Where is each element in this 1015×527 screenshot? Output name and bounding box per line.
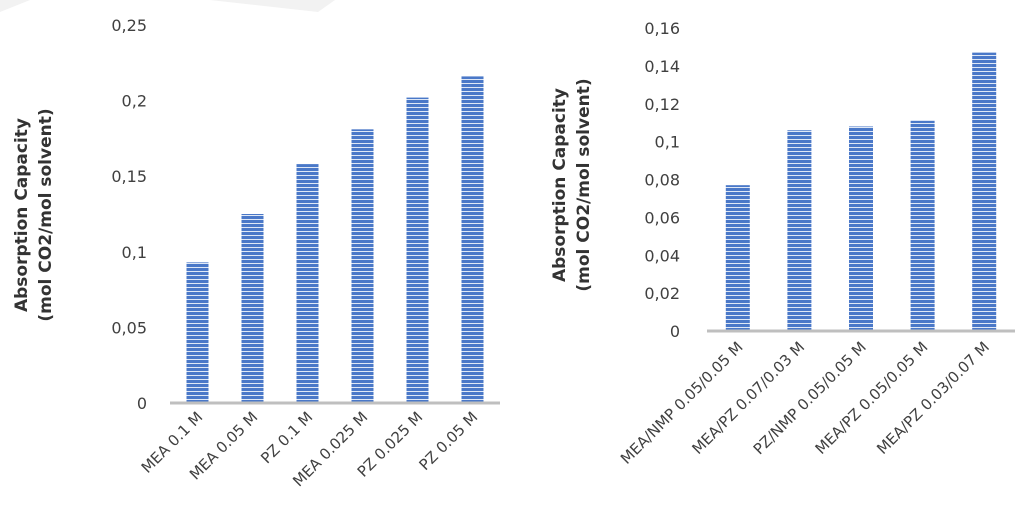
corner-decoration bbox=[0, 0, 335, 12]
y-tick-label: 0,25 bbox=[111, 16, 147, 35]
bar bbox=[787, 130, 812, 331]
x-tick-label: MEA/PZ 0.07/0.03 M bbox=[688, 338, 808, 458]
y-tick-labels: 0 0,02 0,04 0,06 0,08 0,1 0,12 0,14 0,16 bbox=[644, 19, 680, 341]
y-tick-label: 0,1 bbox=[122, 243, 147, 262]
absorption-chart-blended-amines: Absorption Capacity (mol CO2/mol solvent… bbox=[510, 0, 1015, 527]
y-tick-labels: 0 0,05 0,1 0,15 0,2 0,25 bbox=[111, 16, 147, 413]
x-tick-label: PZ 0.05 M bbox=[415, 408, 481, 474]
bar bbox=[849, 126, 873, 331]
y-tick-label: 0 bbox=[670, 322, 680, 341]
y-tick-label: 0,14 bbox=[644, 57, 680, 76]
chart-canvas: Absorption Capacity (mol CO2/mol solvent… bbox=[550, 19, 1015, 468]
y-axis-label-line-1: Absorption Capacity bbox=[12, 118, 32, 312]
x-tick-label: MEA/NMP 0.05/0.05 M bbox=[617, 338, 747, 468]
y-tick-label: 0,15 bbox=[111, 167, 147, 186]
y-tick-label: 0,2 bbox=[122, 92, 147, 111]
y-tick-label: 0,05 bbox=[111, 318, 147, 337]
y-tick-label: 0,12 bbox=[644, 95, 680, 114]
bar bbox=[186, 262, 209, 403]
bar bbox=[241, 214, 264, 403]
chart-canvas: Absorption Capacity (mol CO2/mol solvent… bbox=[12, 16, 500, 490]
y-tick-label: 0,08 bbox=[644, 171, 680, 190]
y-tick-label: 0,02 bbox=[644, 284, 680, 303]
x-tick-label: MEA/PZ 0.05/0.05 M bbox=[812, 338, 932, 458]
bar bbox=[296, 164, 319, 403]
y-tick-label: 0,06 bbox=[644, 208, 680, 227]
bar bbox=[461, 76, 484, 404]
y-tick-label: 0,1 bbox=[655, 133, 680, 152]
y-tick-label: 0 bbox=[137, 394, 147, 413]
y-tick-label: 0,04 bbox=[644, 246, 680, 265]
bar bbox=[725, 185, 750, 331]
x-tick-label: PZ/NMP 0.05/0.05 M bbox=[750, 338, 870, 458]
x-tick-label: MEA/PZ 0.03/0.07 M bbox=[873, 338, 993, 458]
y-tick-label: 0,16 bbox=[644, 19, 680, 38]
bar bbox=[972, 52, 997, 332]
bars bbox=[725, 52, 997, 332]
y-axis-label-line-1: Absorption Capacity bbox=[550, 88, 570, 282]
absorption-chart-single-amines: Absorption Capacity (mol CO2/mol solvent… bbox=[12, 16, 500, 490]
bars bbox=[186, 76, 484, 404]
y-axis-label-line-2: (mol CO2/mol solvent) bbox=[36, 108, 56, 321]
bar bbox=[351, 129, 374, 403]
bar bbox=[910, 120, 935, 331]
bar bbox=[406, 97, 429, 404]
y-axis-label-line-2: (mol CO2/mol solvent) bbox=[574, 78, 594, 291]
